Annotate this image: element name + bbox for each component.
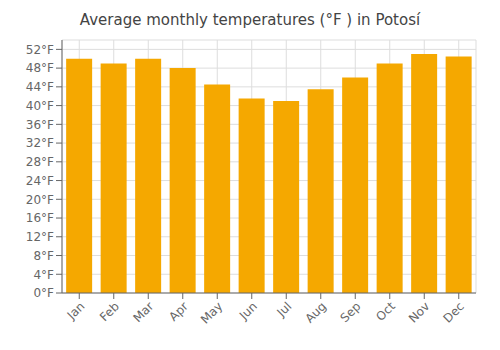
svg-text:Dec: Dec [441,299,467,325]
svg-text:4°F: 4°F [33,268,54,282]
svg-text:36°F: 36°F [26,118,54,132]
svg-text:Jul: Jul [274,299,295,320]
svg-text:28°F: 28°F [26,155,54,169]
svg-text:Sep: Sep [337,299,363,325]
html-text:Average monthly temperatures (: Average monthly temperatures (°F ) in Po… [79,11,421,29]
svg-text:8°F: 8°F [33,249,54,263]
svg-text:Oct: Oct [373,299,398,324]
svg-text:Jun: Jun [236,299,260,323]
svg-text:Apr: Apr [166,299,191,324]
svg-text:12°F: 12°F [26,230,54,244]
svg-text:Aug: Aug [302,299,328,325]
svg-text:44°F: 44°F [26,80,54,94]
svg-text:20°F: 20°F [26,193,54,207]
svg-text:16°F: 16°F [26,211,54,225]
svg-text:32°F: 32°F [26,136,54,150]
svg-text:52°F: 52°F [26,43,54,57]
svg-text:40°F: 40°F [26,99,54,113]
svg-text:0°F: 0°F [33,286,54,300]
svg-text:24°F: 24°F [26,174,54,188]
svg-text:Feb: Feb [97,299,122,324]
svg-text:48°F: 48°F [26,61,54,75]
svg-text:Mar: Mar [130,299,156,325]
svg-text:May: May [198,299,225,326]
svg-text:Jan: Jan [64,299,88,323]
svg-text:Nov: Nov [406,299,432,325]
